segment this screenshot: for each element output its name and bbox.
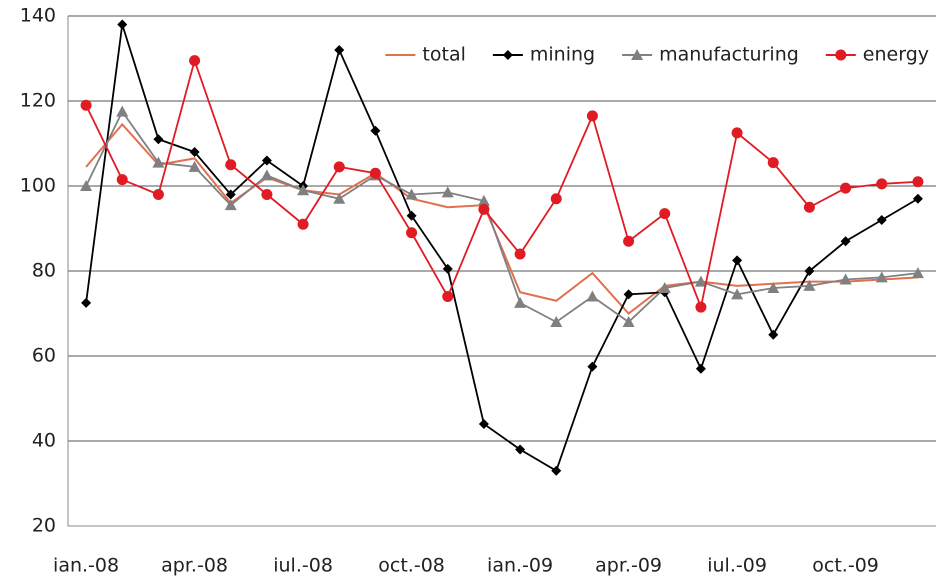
legend-marker [502,50,513,60]
x-tick-label: iul.-09 [707,555,767,577]
point [188,160,201,172]
point [297,218,309,230]
legend-label: manufacturing [659,44,799,66]
point [694,275,707,287]
point [370,125,381,136]
point [767,157,779,169]
point [912,193,923,204]
point [152,156,165,168]
point [586,290,599,302]
series-line [85,109,919,324]
y-tick-label: 60 [32,345,56,367]
point [586,110,598,122]
point [551,465,562,476]
y-tick-label: 120 [20,90,56,112]
point [116,174,128,186]
point [442,263,453,274]
legend-marker [631,49,644,60]
point [623,289,634,300]
point [623,235,635,247]
y-tick-label: 20 [32,515,56,537]
point [153,134,164,145]
point [189,147,200,157]
point [695,301,707,313]
point [840,182,852,194]
point [731,288,744,300]
point [260,169,273,181]
point [876,215,887,225]
point [261,155,272,166]
x-tick-label: ian.-08 [53,555,119,577]
legend-label: energy [863,44,929,66]
point [80,180,93,191]
point [224,199,237,211]
point [514,296,527,308]
point [622,316,635,327]
point [225,189,236,200]
series-line [85,57,918,311]
legend-marker [835,49,847,61]
point [406,210,417,221]
point [333,161,345,173]
x-tick-label: oct.-08 [378,555,445,577]
legend-label: mining [530,44,595,66]
y-tick-label: 100 [20,175,56,197]
point [152,189,164,200]
point [803,279,816,291]
point [695,363,706,374]
point [587,361,598,372]
series-line [85,122,918,315]
point [189,55,201,67]
point [478,419,489,429]
point [406,227,418,239]
point [911,267,924,279]
point [767,282,780,293]
point [876,178,888,190]
point [912,176,924,188]
x-tick-label: ian.-09 [487,555,553,577]
point [478,203,490,215]
point [81,297,92,308]
point [442,291,454,302]
point [261,189,273,200]
point [514,248,526,260]
point [334,45,345,55]
point [803,201,815,213]
point [732,255,743,266]
point [369,167,381,179]
point [225,159,237,171]
point [550,193,562,205]
point [839,273,852,285]
y-tick-label: 80 [32,260,56,282]
x-tick-label: iul.-08 [273,555,333,577]
series-line [85,24,919,473]
x-tick-label: apr.-09 [595,555,662,577]
point [804,266,815,276]
y-tick-label: 140 [20,5,56,27]
point [405,188,418,200]
point [297,184,310,196]
point [550,316,563,327]
point [875,271,888,283]
x-tick-label: oct.-09 [812,555,879,577]
point [515,444,526,455]
legend-label: total [422,44,465,66]
point [477,194,490,206]
point [840,236,851,247]
point [333,192,346,204]
point [731,127,743,139]
point [658,282,671,293]
point [116,105,129,117]
y-tick-label: 40 [32,430,56,452]
point [441,186,454,198]
point [659,208,671,220]
point [117,19,128,30]
point [768,329,779,340]
point [80,99,92,111]
x-tick-label: apr.-08 [161,555,228,577]
